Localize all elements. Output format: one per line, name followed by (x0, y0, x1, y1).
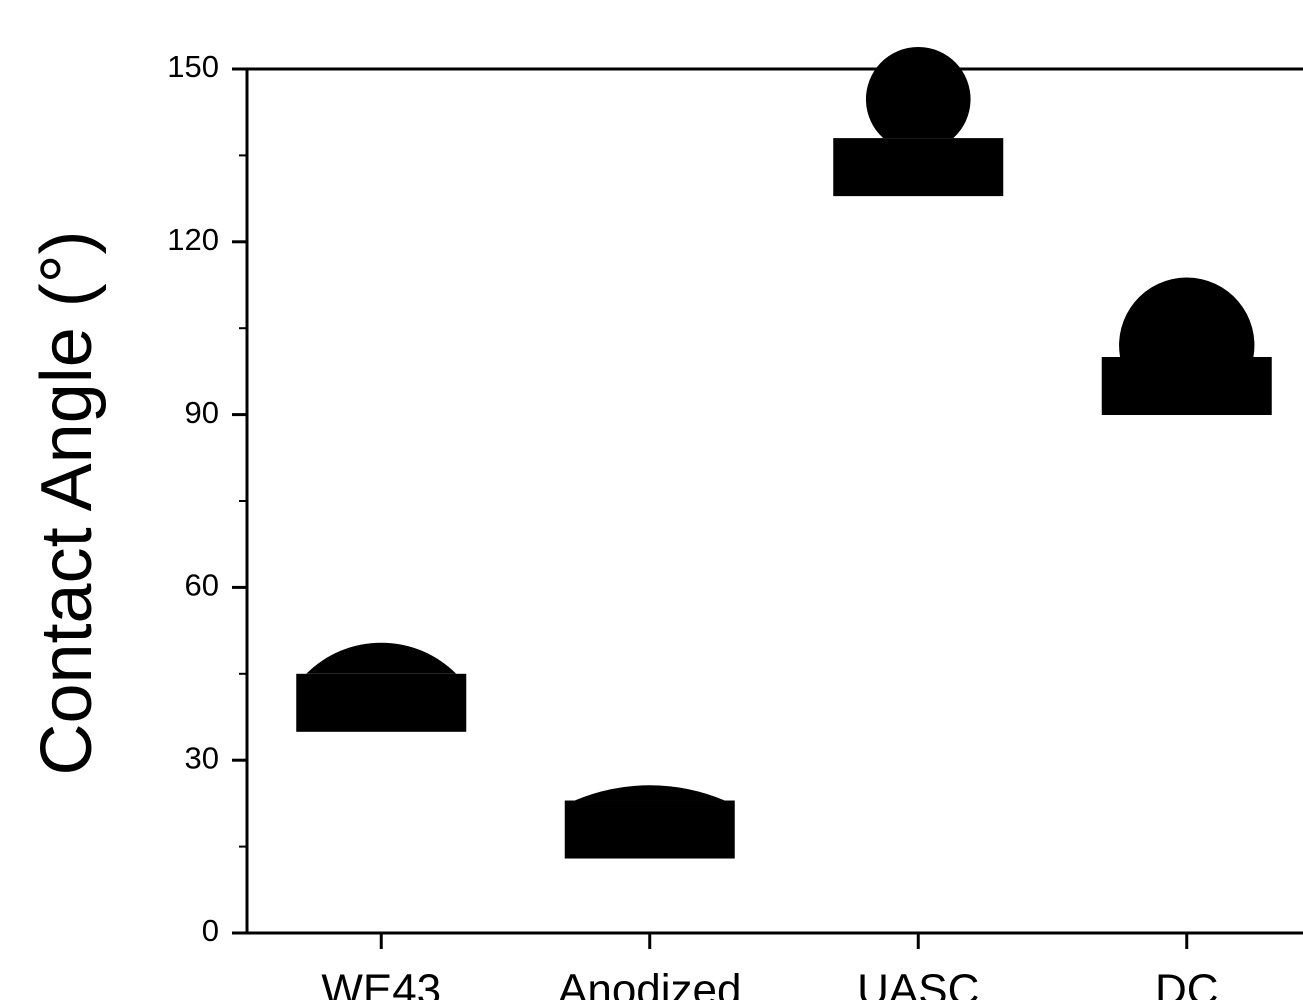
droplet-cap (1119, 277, 1255, 357)
substrate (296, 673, 467, 732)
droplet-cap (865, 46, 971, 139)
droplet (564, 785, 735, 859)
y-tick-label: 30 (185, 740, 219, 775)
y-tick-label: 150 (167, 49, 219, 84)
y-tick-label: 60 (185, 568, 219, 603)
x-tick-label: Anodized (558, 966, 741, 1000)
droplet (1101, 277, 1272, 415)
droplet-cap (574, 785, 725, 801)
x-tick-label: WE43 (321, 966, 441, 1000)
droplet-cap (306, 642, 457, 674)
x-tick-label: UASC (857, 966, 979, 1000)
substrate (833, 138, 1004, 197)
substrate (564, 800, 735, 859)
y-tick-label: 0 (202, 913, 219, 948)
y-tick-label: 120 (167, 222, 219, 257)
y-tick-label: 90 (185, 395, 219, 430)
x-tick-label: DC (1155, 966, 1219, 1000)
substrate (1101, 357, 1272, 415)
droplet (833, 46, 1004, 197)
droplet (296, 642, 467, 732)
y-axis-title: Contact Angle (°) (27, 230, 107, 775)
